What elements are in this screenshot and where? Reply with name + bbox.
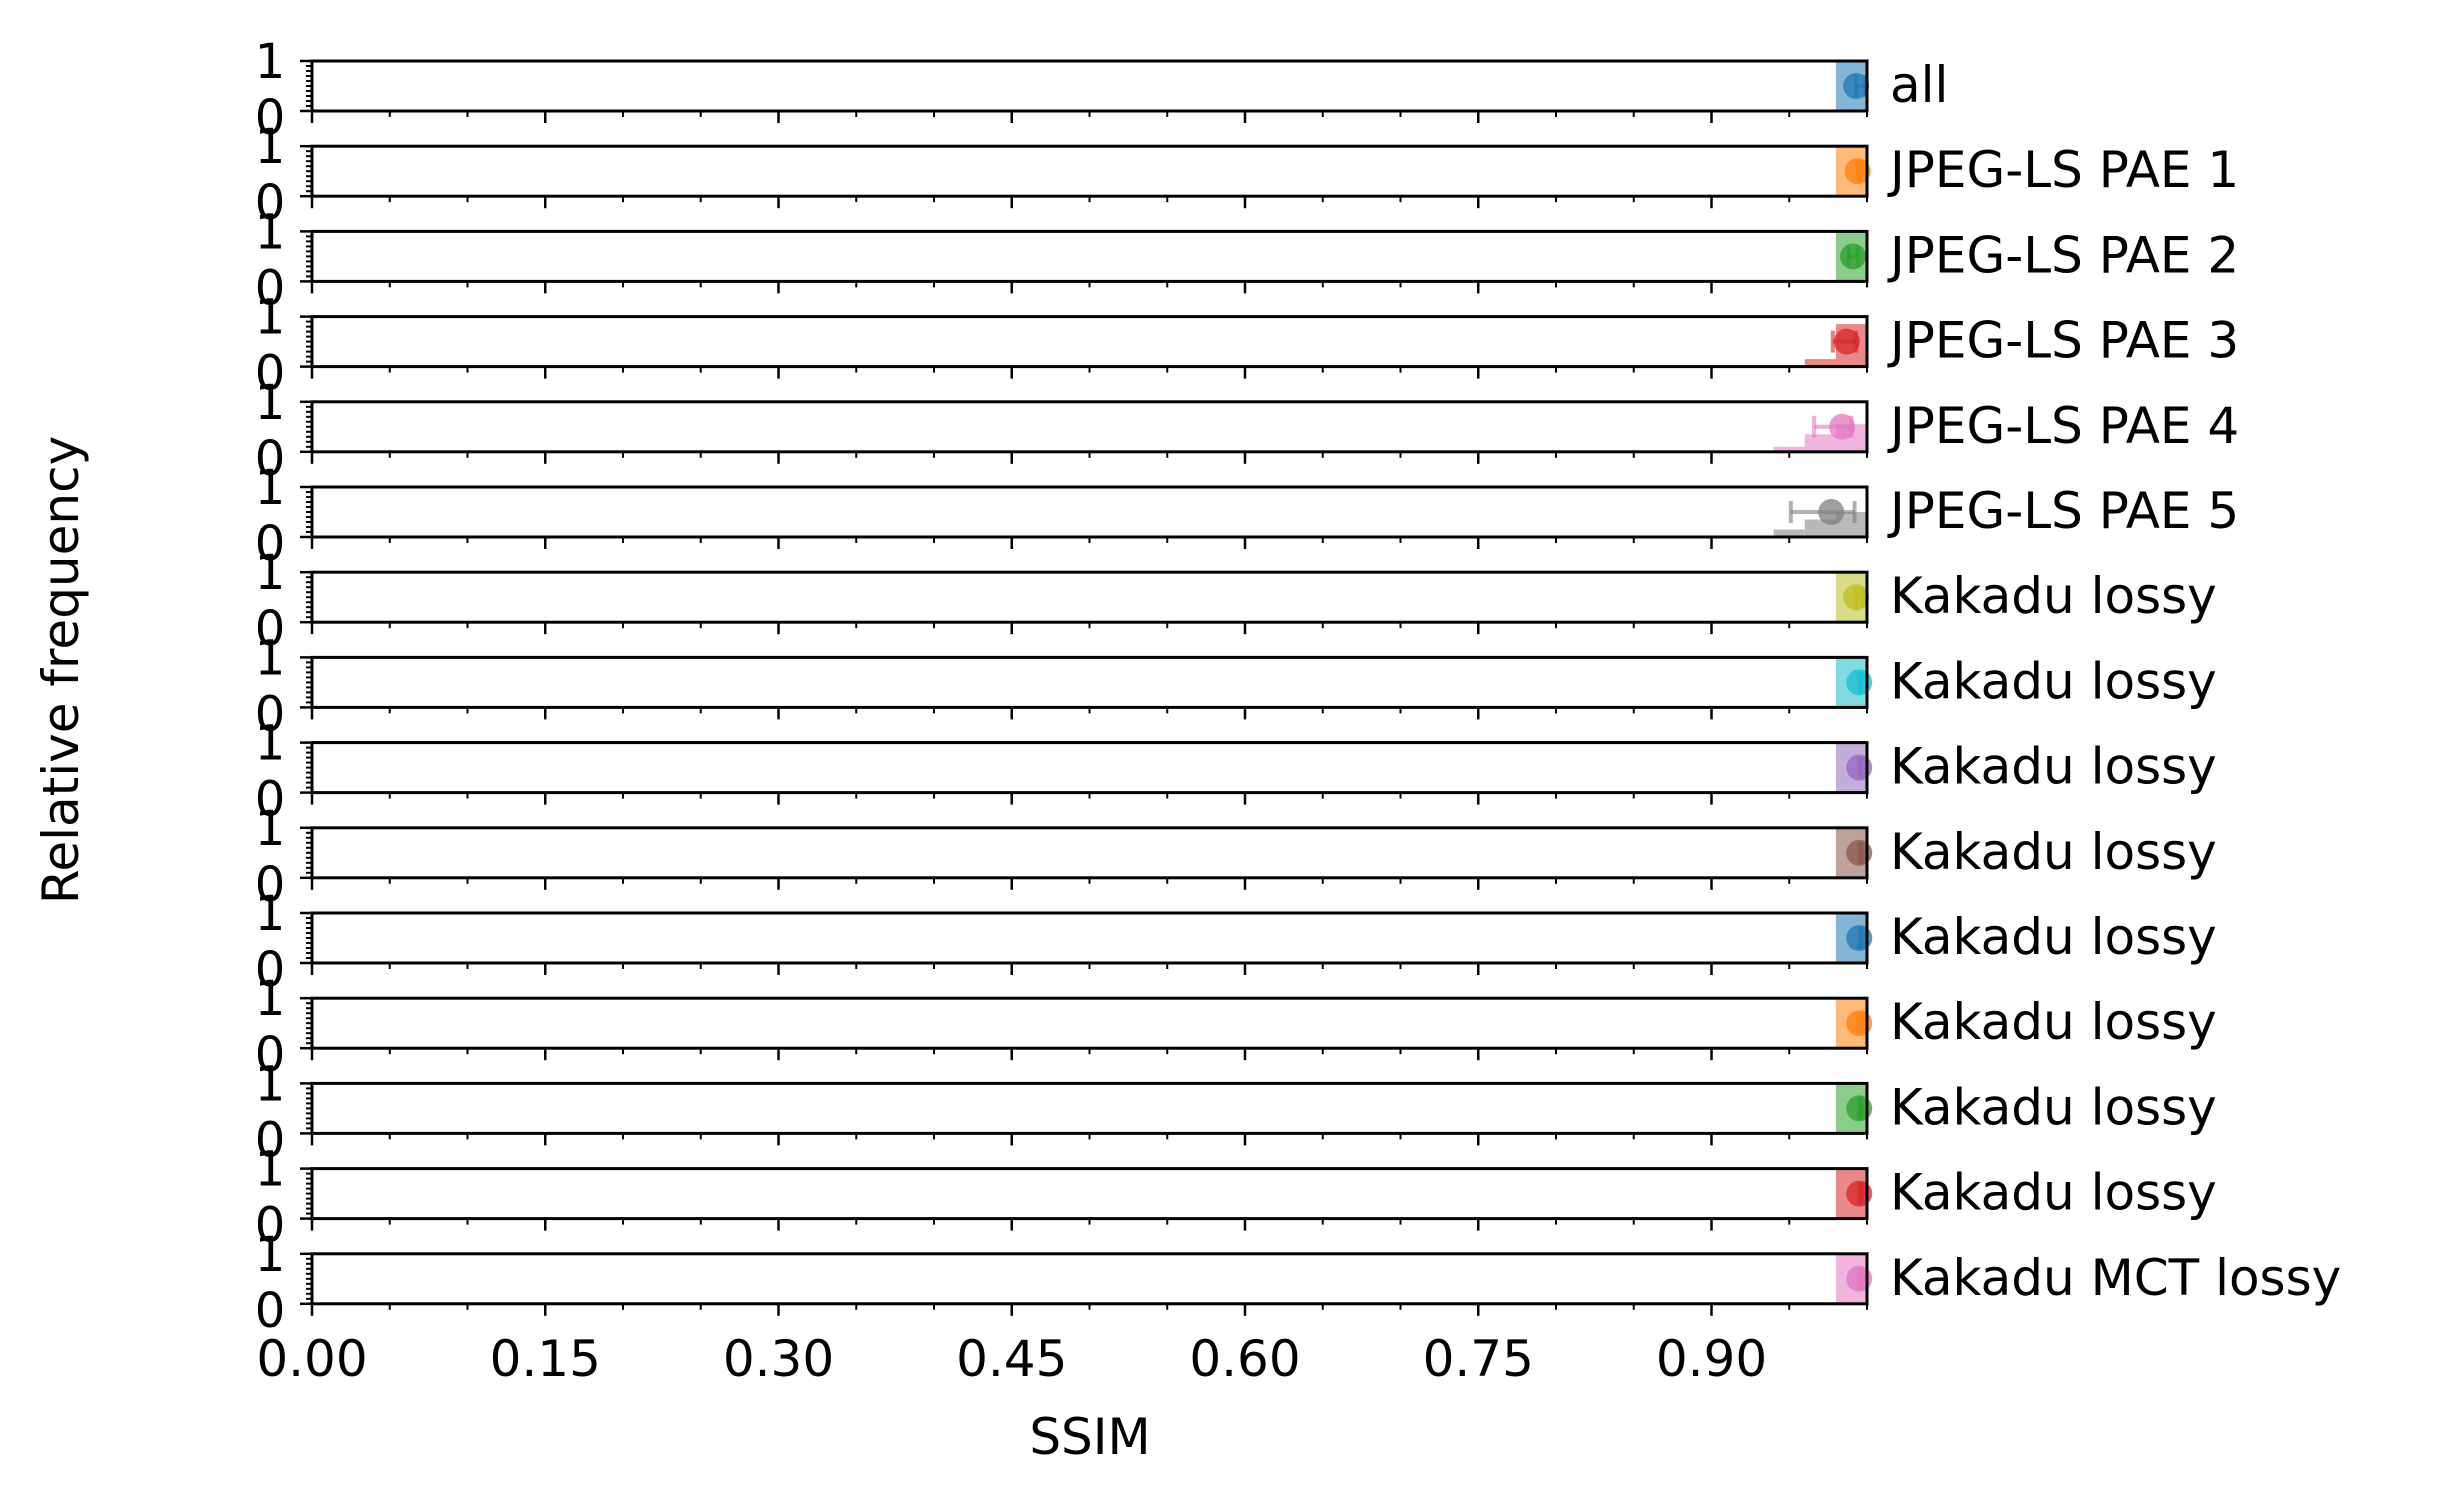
panel-label: Kakadu MCT lossy — [1890, 1249, 2341, 1307]
histogram-bar — [1773, 446, 1805, 452]
panel-background — [312, 316, 1867, 367]
y-tick-label: 0 — [255, 942, 286, 998]
panel-background — [312, 487, 1867, 537]
y-tick-label: 0 — [255, 90, 286, 146]
y-tick-label: 1 — [255, 630, 286, 686]
y-tick-label: 1 — [255, 34, 286, 90]
y-tick-label: 0 — [255, 1198, 286, 1254]
x-tick-label: 0.00 — [256, 1330, 367, 1388]
y-tick-label: 0 — [255, 686, 286, 742]
histogram-bar — [1773, 529, 1805, 537]
panel-background — [312, 572, 1867, 623]
panel: 10 Kakadu lossy — [255, 801, 2217, 913]
mean-marker — [1843, 73, 1870, 99]
histogram-bar — [1804, 434, 1836, 452]
x-tick-label: 0.60 — [1189, 1330, 1300, 1388]
x-axis-label: SSIM — [1029, 1408, 1150, 1466]
panel-background — [312, 61, 1867, 111]
panel: 10 JPEG-LS PAE 2 — [255, 204, 2239, 316]
y-tick-label: 0 — [255, 516, 286, 572]
panel: 10 Kakadu lossy — [255, 1142, 2217, 1254]
panel: 10 JPEG-LS PAE 1 — [255, 119, 2239, 231]
panel: 10 Kakadu lossy — [255, 545, 2217, 657]
y-tick-label: 0 — [255, 1027, 286, 1083]
x-axis: 0.00 0.15 0.30 0.45 0.60 0.75 0.90 — [256, 1330, 1767, 1388]
mean-marker — [1843, 584, 1870, 611]
y-tick-label: 0 — [255, 1112, 286, 1168]
panel: 10 Kakadu lossy — [255, 971, 2217, 1083]
panel-background — [312, 913, 1867, 963]
panel: 10 JPEG-LS PAE 3 — [255, 290, 2239, 402]
panel-background — [312, 742, 1867, 793]
panel-label: Kakadu lossy — [1890, 908, 2217, 966]
y-axis-label: Relative frequency — [32, 436, 90, 904]
y-tick-label: 0 — [255, 857, 286, 913]
x-tick-label: 0.90 — [1656, 1330, 1767, 1388]
panel-label: Kakadu lossy — [1890, 652, 2217, 710]
histogram-bar — [1804, 359, 1836, 367]
panel-background — [312, 401, 1867, 452]
panel: 10 Kakadu lossy — [255, 1056, 2217, 1168]
panel-background — [312, 1083, 1867, 1134]
panel-label: JPEG-LS PAE 1 — [1887, 141, 2239, 199]
mean-marker — [1818, 499, 1845, 525]
y-tick-label: 0 — [255, 772, 286, 828]
panel-label: Kakadu lossy — [1890, 1164, 2217, 1222]
panel-label: Kakadu lossy — [1890, 567, 2217, 625]
panel-label: Kakadu lossy — [1890, 738, 2217, 796]
x-tick-label: 0.15 — [490, 1330, 601, 1388]
x-tick-label: 0.30 — [723, 1330, 834, 1388]
mean-marker — [1833, 328, 1860, 355]
panel: 10 Kakadu lossy — [255, 886, 2217, 998]
mean-marker — [1844, 158, 1871, 185]
x-tick-label: 0.75 — [1423, 1330, 1534, 1388]
panel: 10 JPEG-LS PAE 5 — [255, 460, 2239, 572]
panel: 10 all — [255, 34, 1949, 146]
panel-label: JPEG-LS PAE 5 — [1887, 482, 2239, 540]
panel-label: all — [1890, 56, 1948, 114]
y-tick-label: 1 — [255, 1056, 286, 1112]
panel-label: JPEG-LS PAE 3 — [1887, 312, 2239, 370]
y-tick-label: 1 — [255, 119, 286, 175]
y-tick-label: 1 — [255, 801, 286, 857]
y-tick-label: 1 — [255, 971, 286, 1027]
panel-label: Kakadu lossy — [1890, 993, 2217, 1051]
y-tick-label: 1 — [255, 545, 286, 601]
panel: 10 Kakadu lossy — [255, 716, 2217, 828]
panel: 10 Kakadu MCT lossy — [255, 1227, 2342, 1339]
panel-background — [312, 1168, 1867, 1219]
y-tick-label: 1 — [255, 460, 286, 516]
panel-background — [312, 998, 1867, 1049]
panel-background — [312, 146, 1867, 197]
panel-label: Kakadu lossy — [1890, 823, 2217, 881]
y-tick-label: 0 — [255, 1283, 286, 1339]
panel-background — [312, 827, 1867, 878]
y-tick-label: 1 — [255, 290, 286, 346]
y-tick-label: 1 — [255, 716, 286, 772]
y-tick-label: 0 — [255, 346, 286, 402]
panel-label: Kakadu lossy — [1890, 1078, 2217, 1136]
panel: 10 JPEG-LS PAE 4 — [255, 375, 2239, 487]
x-tick-label: 0.45 — [956, 1330, 1067, 1388]
panel-background — [312, 231, 1867, 282]
y-tick-label: 0 — [255, 260, 286, 316]
mean-marker — [1840, 243, 1867, 270]
y-tick-label: 1 — [255, 1142, 286, 1198]
panel-label: JPEG-LS PAE 4 — [1887, 397, 2239, 455]
y-tick-label: 0 — [255, 601, 286, 657]
y-tick-label: 1 — [255, 1227, 286, 1283]
panel: 10 Kakadu lossy — [255, 630, 2217, 742]
y-tick-label: 1 — [255, 375, 286, 431]
panel-label: JPEG-LS PAE 2 — [1887, 226, 2239, 284]
y-tick-label: 1 — [255, 886, 286, 942]
y-tick-label: 0 — [255, 431, 286, 487]
panel-background — [312, 657, 1867, 708]
y-tick-label: 1 — [255, 204, 286, 260]
y-tick-label: 0 — [255, 175, 286, 231]
mean-marker — [1829, 413, 1856, 440]
panel-background — [312, 1253, 1867, 1304]
